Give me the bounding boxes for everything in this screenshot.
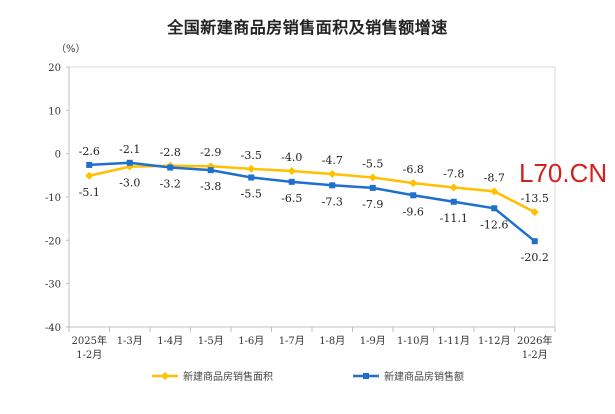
data-point-diamond [490,187,499,196]
y-tick-label: 10 [48,106,61,117]
data-label: -11.1 [440,212,468,225]
chart-title: 全国新建商品房销售面积及销售额增速 [167,18,448,37]
data-label: -5.5 [362,158,383,171]
data-label: -2.9 [200,146,221,159]
data-label: -7.3 [322,195,343,208]
data-point-square [248,174,255,181]
x-tick-label: 1-5月 [198,335,224,347]
data-point-square [491,205,498,212]
y-axis-unit: （%） [56,44,86,55]
data-label: -8.7 [484,171,505,184]
x-tick-label: 2025年 [72,334,107,347]
data-point-square [86,161,93,168]
y-tick-label: -30 [45,280,61,291]
watermark: L70.CN [519,158,608,188]
data-point-diamond [287,167,296,175]
data-label: -7.9 [362,198,383,211]
data-point-diamond [449,183,458,192]
x-tick-label: 2026年 [517,334,552,347]
data-label: -9.6 [403,205,424,218]
series-line-amount [89,161,536,243]
data-label: -3.0 [119,177,140,190]
data-label: -7.8 [443,167,464,180]
data-label: -4.7 [322,154,343,167]
data-point-square [369,184,376,191]
y-tick-label: -40 [45,323,61,334]
y-tick-label: -10 [45,193,61,204]
data-label: -2.8 [160,146,181,159]
data-label: -4.0 [281,151,302,164]
data-point-square [531,238,538,245]
x-tick-label: 1-11月 [438,335,470,347]
x-tick-label: 1-12月 [478,335,510,347]
data-point-diamond [409,179,418,188]
x-tick-label: 1-2月 [522,349,548,361]
data-label: -13.5 [521,192,549,205]
x-tick-label: 1-4月 [157,335,183,347]
legend-square-icon [363,373,369,379]
data-label: -3.2 [160,178,181,191]
data-point-square [288,178,295,185]
data-label: -12.6 [480,218,508,231]
data-label: -2.6 [79,145,100,158]
data-label: -20.2 [521,251,549,264]
x-tick-label: 1-10月 [397,335,429,347]
y-tick-label: 0 [55,150,61,161]
data-point-square [450,198,457,205]
data-point-diamond [85,171,94,180]
x-tick-label: 1-2月 [76,349,102,361]
data-point-diamond [328,170,337,179]
data-label: -6.8 [403,163,424,176]
legend-label-area: 新建商品房销售面积 [183,370,273,383]
data-point-diamond [530,208,539,217]
y-tick-label: -20 [45,236,61,247]
y-tick-label: 20 [48,63,61,74]
data-label: -5.5 [241,188,262,201]
x-tick-label: 1-8月 [319,335,345,347]
data-point-square [410,192,417,199]
data-label: -5.1 [79,186,100,199]
data-label: -2.1 [119,143,140,156]
data-point-square [329,182,336,189]
data-point-diamond [247,164,256,173]
data-label: -3.8 [200,180,221,193]
legend-label-amount: 新建商品房销售额 [384,370,464,383]
x-tick-label: 1-9月 [360,335,386,347]
data-label: -3.5 [241,149,262,162]
data-point-square [126,159,133,166]
x-tick-label: 1-3月 [117,335,143,347]
x-tick-label: 1-7月 [279,335,305,347]
data-point-square [207,167,214,174]
data-label: -6.5 [281,192,302,205]
x-tick-label: 1-6月 [238,335,264,347]
legend-diamond-icon [161,372,169,380]
data-point-square [167,164,174,171]
data-point-diamond [368,173,377,182]
